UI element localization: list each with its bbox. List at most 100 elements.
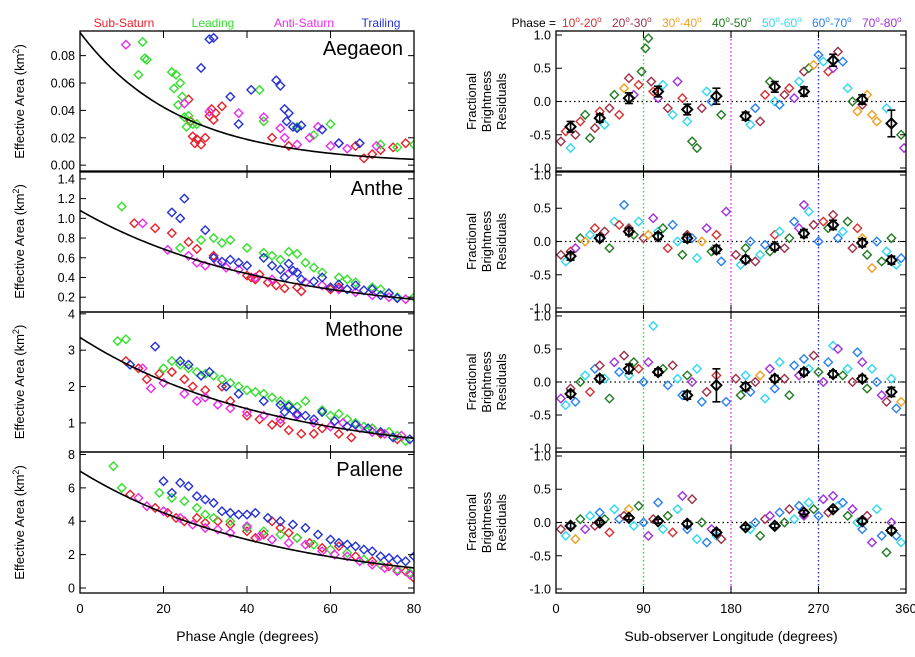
data-point <box>682 116 693 127</box>
data-point <box>827 340 839 351</box>
data-point <box>686 232 698 244</box>
left-panels: 0.00 0.02 0.04 0.06 0.08 Aegaeon Effective Are… <box>11 30 421 616</box>
data-point <box>250 507 261 519</box>
data-point <box>803 206 814 217</box>
y-axis-label-line: Residuals <box>494 493 509 551</box>
data-point <box>408 139 414 150</box>
data-point <box>216 374 228 385</box>
data-point <box>686 494 698 505</box>
data-point <box>609 89 620 101</box>
data-point <box>881 547 892 558</box>
data-point <box>275 80 286 91</box>
data-point <box>759 393 771 404</box>
data-point <box>308 428 319 440</box>
data-point <box>342 284 353 295</box>
data-point <box>818 376 829 388</box>
data-point <box>745 236 756 247</box>
data-point <box>316 406 328 418</box>
data-point <box>279 132 290 143</box>
data-point <box>667 527 678 538</box>
data-point <box>745 523 756 535</box>
y-tick-label: 0.02 <box>51 131 75 145</box>
data-point <box>575 116 586 127</box>
y-tick-label: 1.0 <box>534 28 551 42</box>
data-point <box>686 136 698 147</box>
binned-mean-point <box>768 80 782 94</box>
data-point <box>350 140 361 152</box>
data-point <box>300 539 311 550</box>
data-point <box>638 517 649 528</box>
data-point <box>798 353 810 365</box>
data-point <box>881 102 892 114</box>
data-point <box>262 512 274 524</box>
data-point <box>316 272 328 283</box>
data-point <box>258 395 269 407</box>
data-point <box>740 370 751 381</box>
y-tick-label: 4 <box>68 307 75 321</box>
data-point <box>367 546 378 557</box>
data-point <box>643 356 654 368</box>
data-point <box>158 476 169 487</box>
data-point <box>187 381 198 392</box>
data-point <box>847 376 858 388</box>
data-point <box>847 96 858 107</box>
data-point <box>657 523 669 535</box>
data-point <box>876 530 887 541</box>
data-point <box>191 133 203 145</box>
data-point <box>633 79 644 91</box>
data-point <box>589 223 601 234</box>
data-point <box>308 539 319 550</box>
data-point <box>793 76 805 87</box>
data-point <box>774 507 785 518</box>
binned-mean-point <box>797 85 811 98</box>
data-point <box>866 537 878 548</box>
data-point <box>628 356 639 368</box>
data-point <box>609 356 620 368</box>
data-point <box>628 520 639 532</box>
data-point <box>200 509 211 520</box>
data-point <box>350 417 361 429</box>
y-tick-label: 0.00 <box>51 159 75 173</box>
data-point <box>584 229 596 241</box>
y-tick-label: 1.0 <box>534 168 551 182</box>
data-point <box>304 132 315 143</box>
fit-curve <box>80 209 414 301</box>
y-axis-label-line: Residuals <box>494 212 509 270</box>
data-point <box>375 139 386 150</box>
data-point <box>823 356 834 368</box>
data-point <box>275 395 286 407</box>
data-point <box>759 239 771 251</box>
data-point <box>283 527 294 539</box>
data-point <box>575 513 586 525</box>
data-point <box>346 432 357 443</box>
binned-mean-point <box>826 367 840 381</box>
data-point <box>179 193 190 204</box>
right-panel-anthe: -1.0 -0.5 0.0 0.5 1.0 Fractional Brightness Res… <box>464 168 907 316</box>
binned-mean-point <box>710 89 723 103</box>
data-point <box>803 497 814 508</box>
data-point <box>225 254 236 265</box>
binned-mean-point <box>885 117 898 130</box>
data-point <box>279 406 290 418</box>
binned-mean-point <box>680 103 694 116</box>
right-x-axis-label: Sub-observer Longitude (degrees) <box>624 628 837 644</box>
data-point <box>556 523 567 535</box>
data-point <box>842 216 853 227</box>
data-point <box>375 426 386 438</box>
y-tick-label: -0.5 <box>529 549 551 563</box>
data-point <box>808 350 819 361</box>
data-point <box>682 523 693 535</box>
data-point <box>847 242 858 254</box>
data-point <box>325 421 336 432</box>
data-point <box>716 533 727 545</box>
data-point <box>599 119 610 130</box>
data-point <box>291 123 303 134</box>
data-point <box>275 123 286 134</box>
data-point <box>857 523 868 535</box>
data-point <box>759 89 771 101</box>
data-point <box>108 460 119 472</box>
data-point <box>779 89 790 101</box>
y-tick-label: 0.5 <box>534 62 551 76</box>
data-point <box>392 554 403 565</box>
data-point <box>241 521 253 532</box>
